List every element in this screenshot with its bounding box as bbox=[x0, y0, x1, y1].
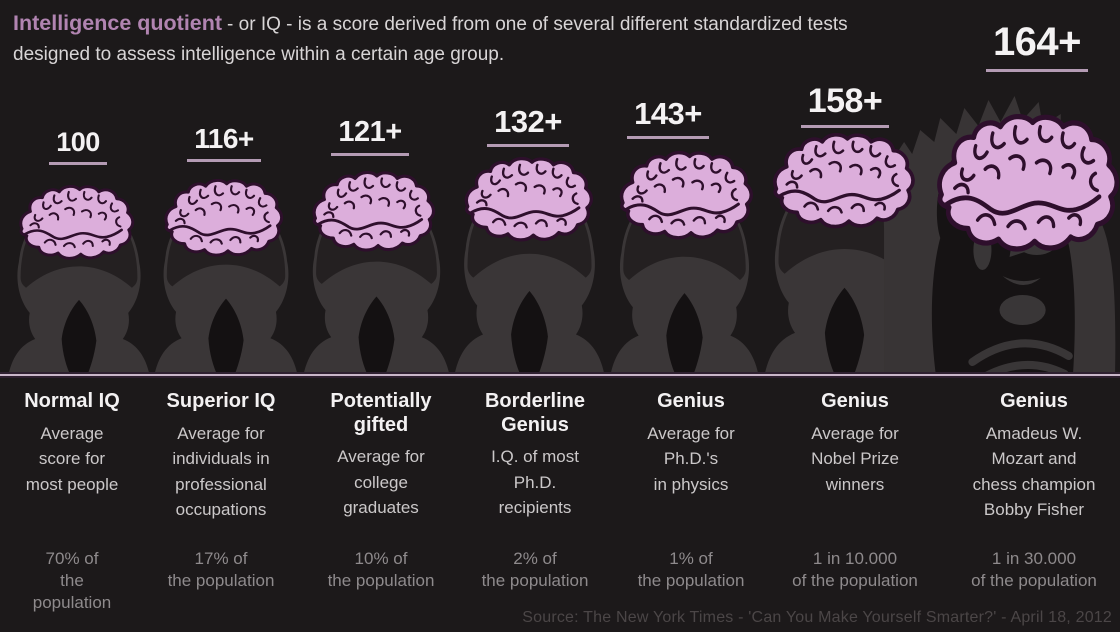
population-share: 1 in 10.000 of the population bbox=[792, 549, 918, 590]
iq-score-value: 121+ bbox=[331, 116, 409, 156]
population-share: 17% of the population bbox=[167, 549, 275, 590]
header-description: - or IQ - is a score derived from one of… bbox=[13, 14, 848, 65]
category-description: I.Q. of most Ph.D. recipients bbox=[491, 447, 579, 518]
category-title: Borderline Genius bbox=[484, 390, 586, 436]
category-description: Average for college graduates bbox=[337, 447, 425, 518]
category-title: Normal IQ bbox=[24, 390, 120, 412]
brain-icon bbox=[164, 179, 284, 257]
iq-score-value: 116+ bbox=[187, 123, 261, 162]
iq-level-label-1: Normal IQ Average score for most people … bbox=[22, 388, 122, 624]
population-share: 70% of the population bbox=[32, 549, 112, 612]
header: Intelligence quotient - or IQ - is a scor… bbox=[13, 9, 958, 70]
iq-score-7: 164+ bbox=[972, 20, 1102, 72]
category-description: Average for Ph.D.'s in physics bbox=[647, 423, 735, 494]
brain-icon bbox=[619, 151, 753, 240]
population-share: 2% of the population bbox=[481, 549, 589, 590]
source-citation: Source: The New York Times - 'Can You Ma… bbox=[522, 609, 1112, 626]
iq-score-3: 121+ bbox=[310, 116, 430, 156]
iq-score-value: 158+ bbox=[800, 82, 890, 128]
category-title: Genius bbox=[821, 390, 889, 412]
iq-score-4: 132+ bbox=[468, 104, 588, 147]
iq-score-value: 132+ bbox=[487, 104, 569, 147]
brain-icon bbox=[773, 133, 915, 229]
iq-level-label-3: Potentially gifted Average for college g… bbox=[321, 388, 441, 624]
brain-icon bbox=[932, 114, 1120, 254]
iq-score-5: 143+ bbox=[608, 96, 728, 139]
iq-score-1: 100 bbox=[18, 127, 138, 165]
iq-level-label-5: Genius Average for Ph.D.'s in physics 1%… bbox=[631, 388, 751, 624]
iq-score-value: 164+ bbox=[985, 20, 1089, 72]
iq-level-label-4: Borderline Genius I.Q. of most Ph.D. rec… bbox=[475, 388, 595, 624]
iq-level-label-2: Superior IQ Average for individuals in p… bbox=[151, 388, 291, 624]
brain-icon bbox=[312, 171, 436, 252]
iq-score-value: 143+ bbox=[627, 96, 709, 139]
iq-level-label-7: Genius Amadeus W. Mozart and chess champ… bbox=[948, 388, 1120, 624]
category-description: Average for Nobel Prize winners bbox=[811, 423, 899, 494]
head-silhouette-icon bbox=[153, 196, 299, 378]
iq-score-6: 158+ bbox=[785, 82, 905, 128]
population-share: 1 in 30.000 of the population bbox=[971, 549, 1097, 590]
category-description: Average for individuals in professional … bbox=[172, 423, 270, 520]
iq-score-2: 116+ bbox=[164, 123, 284, 162]
category-description: Average score for most people bbox=[25, 423, 119, 494]
population-share: 1% of the population bbox=[637, 549, 745, 590]
category-title: Genius bbox=[1000, 390, 1068, 412]
iq-score-value: 100 bbox=[49, 127, 107, 165]
category-title: Potentially gifted bbox=[330, 390, 432, 436]
brain-icon bbox=[19, 185, 135, 260]
mozart-portrait-silhouette bbox=[876, 78, 1120, 378]
category-title: Genius bbox=[657, 390, 725, 412]
brain-icon bbox=[464, 157, 594, 242]
category-description: Amadeus W. Mozart and chess champion Bob… bbox=[972, 423, 1096, 520]
population-share: 10% of the population bbox=[327, 549, 435, 590]
head-silhouette-icon bbox=[7, 199, 151, 378]
page-title: Intelligence quotient bbox=[13, 11, 223, 35]
head-silhouette-icon bbox=[453, 179, 606, 378]
head-silhouette-icon bbox=[302, 191, 451, 378]
divider-line bbox=[0, 372, 1120, 378]
head-silhouette-icon bbox=[764, 171, 925, 378]
head-silhouette-icon bbox=[609, 184, 760, 378]
category-title: Superior IQ bbox=[166, 390, 276, 412]
iq-level-label-6: Genius Average for Nobel Prize winners 1… bbox=[785, 388, 925, 624]
